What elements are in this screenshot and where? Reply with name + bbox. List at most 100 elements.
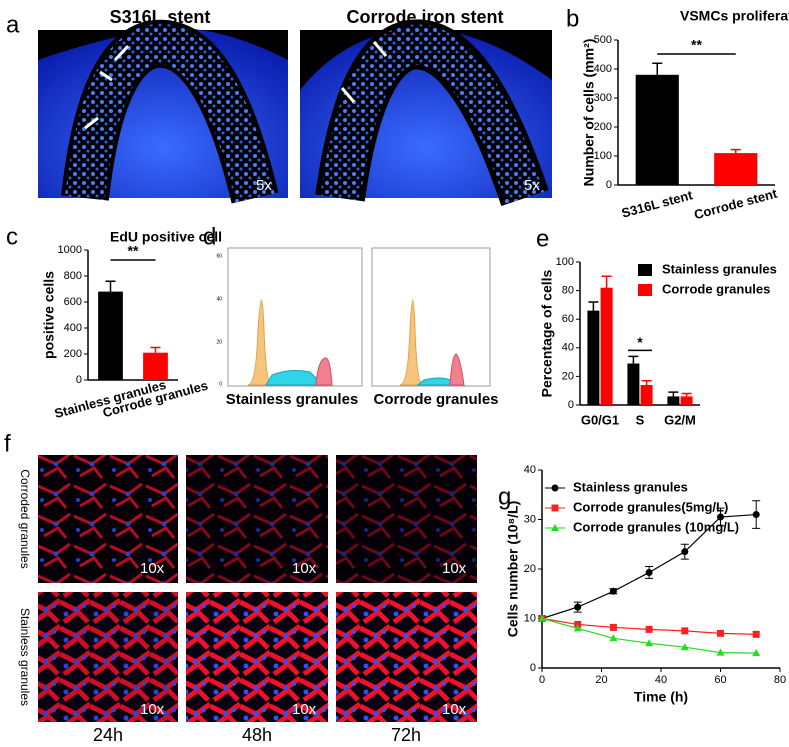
- marker: [551, 504, 559, 512]
- magnification: 10x: [442, 560, 467, 577]
- row-label: Stainless granules: [18, 608, 32, 706]
- error-bar: [652, 62, 663, 75]
- y-tick-label: 60: [562, 313, 574, 325]
- micrograph: [38, 19, 288, 204]
- x-tick-label: G2/M: [664, 412, 696, 427]
- marker: [645, 639, 654, 647]
- magnification: 10x: [140, 701, 165, 718]
- y-tick-label: 20: [524, 563, 536, 575]
- bar: [680, 396, 693, 405]
- x-tick-label: S: [636, 412, 645, 427]
- marker: [574, 603, 582, 611]
- error-bar: [668, 391, 679, 397]
- marker: [645, 568, 653, 576]
- bar: [627, 363, 640, 405]
- marker: [752, 630, 760, 638]
- column-label: 48h: [242, 725, 272, 745]
- y-tick-label: 200: [594, 121, 612, 133]
- bar: [98, 291, 123, 380]
- y-tick-label: 40: [524, 464, 536, 476]
- y-tick-label: 80: [562, 285, 574, 297]
- marker: [717, 513, 724, 521]
- y-tick-label: 200: [64, 348, 82, 360]
- marker: [752, 511, 760, 519]
- flow-histogram: [227, 247, 363, 387]
- magnification: 10x: [292, 701, 317, 718]
- legend-label: Corrode granules(5mg/L): [573, 499, 728, 514]
- magnification: 5x: [524, 177, 540, 194]
- y-tick-label: 400: [64, 322, 82, 334]
- y-tick-label: 0: [568, 399, 574, 411]
- y-tick-label: 0: [530, 662, 536, 674]
- x-axis-label: Time (h): [634, 689, 688, 705]
- y-tick-label: 800: [64, 270, 82, 282]
- marker: [551, 524, 559, 531]
- marker: [752, 649, 761, 657]
- x-tick-label: 60: [714, 674, 726, 686]
- legend-label: Corrode granules (10mg/L): [573, 519, 739, 534]
- marker: [645, 625, 653, 633]
- error-bar: [730, 148, 741, 154]
- y-tick-label: 0: [606, 179, 612, 191]
- error-bar: [641, 379, 652, 385]
- row-label: Corroded granules: [18, 469, 32, 568]
- marker: [681, 548, 689, 556]
- x-tick-label: 20: [595, 674, 607, 686]
- legend-swatch: [638, 284, 652, 296]
- y-tick-label: 40: [562, 342, 574, 354]
- tick-label: 40: [216, 296, 222, 302]
- marker: [716, 648, 725, 656]
- significance: **: [691, 37, 702, 53]
- y-tick-label: 30: [524, 513, 536, 525]
- significance: *: [637, 334, 643, 350]
- column-label: 72h: [391, 725, 421, 745]
- legend-label: Stainless granules: [662, 261, 777, 276]
- legend-swatch: [638, 264, 652, 276]
- y-tick-label: 0: [76, 374, 82, 386]
- bar: [600, 287, 613, 405]
- x-tick-label: 80: [774, 674, 786, 686]
- y-tick-label: 500: [594, 34, 612, 46]
- y-tick-label: 100: [594, 150, 612, 162]
- y-tick-label: 100: [556, 256, 574, 268]
- marker: [681, 627, 689, 635]
- x-tick-label: 0: [539, 674, 545, 686]
- panel-letter: e: [536, 225, 549, 252]
- bar: [667, 396, 680, 405]
- legend-label: Corrode granules: [662, 281, 770, 296]
- legend-label: Stainless granules: [573, 479, 688, 494]
- image-title: Corrode iron stent: [346, 7, 503, 27]
- marker: [609, 587, 617, 595]
- y-tick-label: 400: [594, 63, 612, 75]
- bar: [635, 74, 679, 185]
- x-tick-label: Corrode stent: [692, 186, 779, 223]
- y-axis-label: Number of cells (mm²): [581, 39, 597, 187]
- x-tick-label: 40: [655, 674, 667, 686]
- image-label: Stainless granules: [226, 391, 359, 408]
- x-tick-label: S316L stent: [620, 187, 695, 220]
- tick-label: 20: [216, 339, 222, 345]
- micrograph: [300, 19, 552, 206]
- image-grid: [38, 455, 477, 722]
- marker: [609, 634, 618, 642]
- bar: [587, 310, 600, 405]
- marker: [573, 624, 582, 632]
- y-tick-label: 600: [64, 296, 82, 308]
- error-bar: [681, 392, 692, 397]
- y-axis-label: positive cells: [41, 271, 57, 359]
- image-title: S316L stent: [110, 7, 211, 27]
- panel-letter: b: [566, 5, 579, 32]
- marker: [717, 629, 724, 637]
- x-tick-label: G0/G1: [581, 412, 619, 427]
- y-tick-label: 20: [562, 370, 574, 382]
- tick-label: 0: [219, 381, 222, 387]
- panel-letter: c: [6, 223, 18, 250]
- panel-letter: d: [203, 223, 216, 250]
- marker: [609, 623, 617, 631]
- chart-title: VSMCs proliferation: [680, 8, 789, 24]
- y-tick-label: 10: [524, 612, 536, 624]
- y-axis-label: Cells number (10⁸/L): [505, 501, 521, 638]
- error-bar: [105, 280, 116, 292]
- marker: [680, 643, 689, 651]
